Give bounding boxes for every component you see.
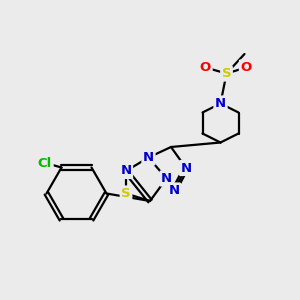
Text: S: S [222, 67, 231, 80]
Text: N: N [143, 151, 154, 164]
Text: N: N [120, 164, 132, 178]
Text: N: N [168, 184, 180, 197]
Text: O: O [240, 61, 252, 74]
Text: Cl: Cl [38, 157, 52, 169]
Text: N: N [180, 161, 192, 175]
Text: O: O [200, 61, 211, 74]
Text: N: N [215, 97, 226, 110]
Text: N: N [161, 172, 172, 185]
Text: S: S [121, 187, 131, 200]
